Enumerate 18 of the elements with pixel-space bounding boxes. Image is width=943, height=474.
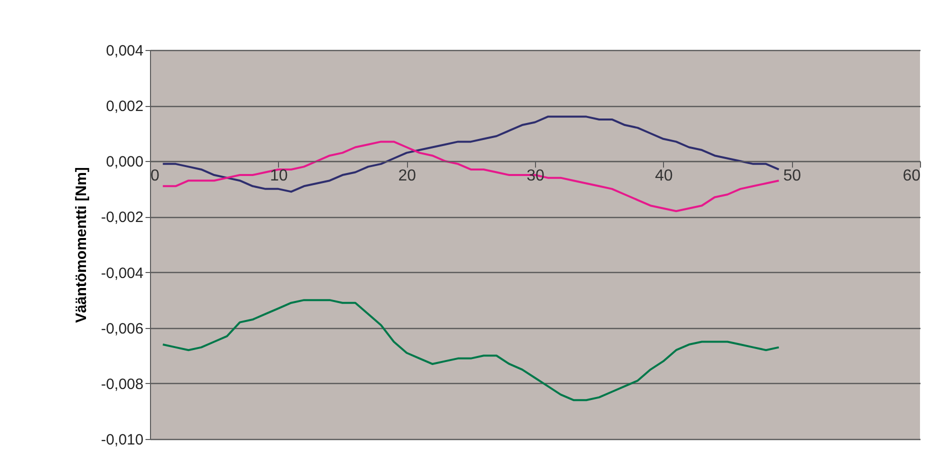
y-tick-label: -0,006 [100,320,144,338]
y-tick-label: -0,010 [100,432,144,448]
y-tick-label: 0,002 [106,98,144,116]
line-series [162,299,780,402]
line-series [162,116,780,193]
y-tick-label: -0,008 [100,376,144,393]
line-series [162,140,780,212]
x-tick-label: 20 [398,168,416,185]
x-tick-label: 40 [654,168,673,185]
y-tick-label: 0,004 [106,42,144,60]
x-tick-label: 60 [902,168,921,185]
y-tick-label: -0,004 [100,264,144,282]
x-tick-label: 10 [270,168,288,185]
y-axis-title: Vääntömomentti [Nm] [72,167,90,323]
x-tick-label: 50 [783,168,802,185]
y-tick-label: 0,000 [106,154,144,171]
y-tick-label: -0,002 [100,209,144,226]
x-tick-label: 0 [150,168,160,185]
